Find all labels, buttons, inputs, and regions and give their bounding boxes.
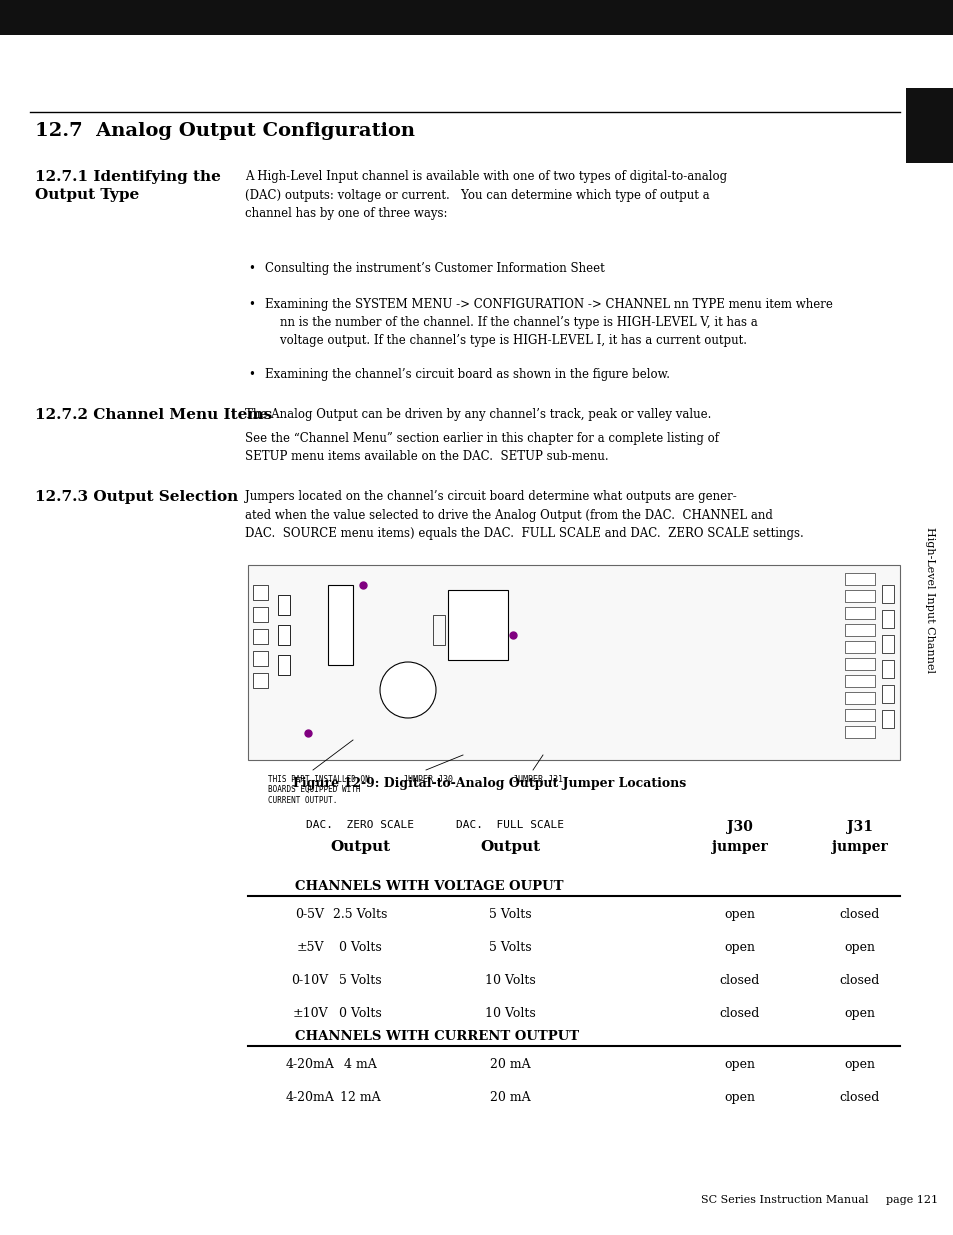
Text: JUMPER J31: JUMPER J31 bbox=[513, 776, 562, 784]
Bar bbox=[473, 615, 484, 645]
Text: 4-20mA: 4-20mA bbox=[285, 1091, 334, 1104]
Text: 20 mA: 20 mA bbox=[489, 1058, 530, 1071]
Text: open: open bbox=[723, 941, 755, 953]
Bar bbox=[453, 615, 464, 645]
Circle shape bbox=[379, 662, 436, 718]
Bar bbox=[277, 655, 290, 676]
Text: 5 Volts: 5 Volts bbox=[338, 974, 381, 987]
Bar bbox=[844, 624, 874, 636]
Bar bbox=[844, 692, 874, 704]
Text: J30: J30 bbox=[726, 820, 752, 834]
Text: open: open bbox=[843, 1007, 875, 1020]
Bar bbox=[882, 585, 893, 603]
Text: See the “Channel Menu” section earlier in this chapter for a complete listing of: See the “Channel Menu” section earlier i… bbox=[245, 432, 719, 463]
Text: open: open bbox=[723, 1091, 755, 1104]
Text: 0 Volts: 0 Volts bbox=[338, 1007, 381, 1020]
Text: open: open bbox=[843, 1058, 875, 1071]
Text: •: • bbox=[248, 368, 254, 382]
Bar bbox=[882, 659, 893, 678]
Text: ±5V: ±5V bbox=[296, 941, 323, 953]
Text: CHANNELS WITH CURRENT OUTPUT: CHANNELS WITH CURRENT OUTPUT bbox=[294, 1030, 578, 1044]
Bar bbox=[882, 610, 893, 629]
Bar bbox=[448, 590, 507, 659]
Bar bbox=[844, 676, 874, 687]
Text: 12 mA: 12 mA bbox=[339, 1091, 380, 1104]
Bar bbox=[253, 629, 268, 643]
Bar bbox=[277, 625, 290, 645]
Text: 5 Volts: 5 Volts bbox=[488, 941, 531, 953]
Text: 5 Volts: 5 Volts bbox=[488, 908, 531, 921]
Text: closed: closed bbox=[839, 974, 880, 987]
Bar bbox=[277, 595, 290, 615]
Text: Consulting the instrument’s Customer Information Sheet: Consulting the instrument’s Customer Inf… bbox=[265, 262, 604, 275]
Text: Examining the SYSTEM MENU -> CONFIGURATION -> CHANNEL nn TYPE menu item where
  : Examining the SYSTEM MENU -> CONFIGURATI… bbox=[265, 298, 832, 347]
Text: 4-20mA: 4-20mA bbox=[285, 1058, 334, 1071]
Bar bbox=[253, 651, 268, 666]
Bar bbox=[882, 635, 893, 653]
Text: 0 Volts: 0 Volts bbox=[338, 941, 381, 953]
Text: 12: 12 bbox=[914, 21, 934, 35]
Bar bbox=[882, 710, 893, 727]
Text: JUMPER J30: JUMPER J30 bbox=[402, 776, 453, 784]
Text: jumper: jumper bbox=[711, 840, 767, 853]
Text: 12.7  Analog Output Configuration: 12.7 Analog Output Configuration bbox=[35, 122, 415, 140]
Bar bbox=[882, 685, 893, 703]
Text: A High-Level Input channel is available with one of two types of digital-to-anal: A High-Level Input channel is available … bbox=[245, 170, 726, 220]
Text: Output: Output bbox=[479, 840, 539, 853]
Text: open: open bbox=[843, 941, 875, 953]
Bar bbox=[844, 641, 874, 653]
Text: CHANNELS WITH VOLTAGE OUPUT: CHANNELS WITH VOLTAGE OUPUT bbox=[294, 881, 563, 893]
Bar bbox=[844, 590, 874, 601]
Bar bbox=[0, 0, 953, 35]
Bar bbox=[844, 573, 874, 585]
Text: •: • bbox=[248, 298, 254, 311]
Text: 10 Volts: 10 Volts bbox=[484, 974, 535, 987]
Text: Figure 12-9: Digital-to-Analog Output Jumper Locations: Figure 12-9: Digital-to-Analog Output Ju… bbox=[294, 777, 686, 790]
Text: •: • bbox=[248, 262, 254, 275]
Bar bbox=[248, 564, 899, 760]
Bar bbox=[253, 673, 268, 688]
Bar bbox=[253, 585, 268, 600]
Text: closed: closed bbox=[720, 974, 760, 987]
Text: 12.7.2 Channel Menu Items: 12.7.2 Channel Menu Items bbox=[35, 408, 272, 422]
Text: High-Level Input Channel: High-Level Input Channel bbox=[924, 527, 934, 673]
Text: Examining the channel’s circuit board as shown in the figure below.: Examining the channel’s circuit board as… bbox=[265, 368, 669, 382]
Text: Output: Output bbox=[330, 840, 390, 853]
Text: 10 Volts: 10 Volts bbox=[484, 1007, 535, 1020]
Text: 4 mA: 4 mA bbox=[343, 1058, 376, 1071]
Bar bbox=[844, 606, 874, 619]
Text: 12.7.3 Output Selection: 12.7.3 Output Selection bbox=[35, 490, 238, 504]
Text: closed: closed bbox=[839, 1091, 880, 1104]
Text: closed: closed bbox=[839, 908, 880, 921]
Bar bbox=[844, 726, 874, 739]
Text: SC Series Instruction Manual     page 121: SC Series Instruction Manual page 121 bbox=[700, 1195, 938, 1205]
Text: closed: closed bbox=[720, 1007, 760, 1020]
Text: J31: J31 bbox=[846, 820, 872, 834]
Text: jumper: jumper bbox=[831, 840, 887, 853]
Text: The Analog Output can be driven by any channel’s track, peak or valley value.: The Analog Output can be driven by any c… bbox=[245, 408, 711, 421]
Bar bbox=[905, 88, 953, 163]
Text: THIS PART INSTALLED ON
BOARDS EQUIPPED WITH
CURRENT OUTPUT.: THIS PART INSTALLED ON BOARDS EQUIPPED W… bbox=[268, 776, 370, 805]
Text: DAC.  ZERO SCALE: DAC. ZERO SCALE bbox=[306, 820, 414, 830]
Text: 12.7.1 Identifying the
Output Type: 12.7.1 Identifying the Output Type bbox=[35, 170, 221, 203]
Text: 0-10V: 0-10V bbox=[291, 974, 328, 987]
Text: DAC.  FULL SCALE: DAC. FULL SCALE bbox=[456, 820, 563, 830]
Bar bbox=[328, 585, 353, 664]
Bar bbox=[433, 615, 444, 645]
Text: 2.5 Volts: 2.5 Volts bbox=[333, 908, 387, 921]
Bar bbox=[493, 615, 504, 645]
Bar bbox=[844, 709, 874, 721]
Text: open: open bbox=[723, 1058, 755, 1071]
Text: 20 mA: 20 mA bbox=[489, 1091, 530, 1104]
Bar bbox=[253, 606, 268, 622]
Text: 0-5V: 0-5V bbox=[295, 908, 324, 921]
Text: Jumpers located on the channel’s circuit board determine what outputs are gener-: Jumpers located on the channel’s circuit… bbox=[245, 490, 803, 540]
Text: ±10V: ±10V bbox=[292, 1007, 328, 1020]
Bar bbox=[844, 658, 874, 671]
Text: open: open bbox=[723, 908, 755, 921]
